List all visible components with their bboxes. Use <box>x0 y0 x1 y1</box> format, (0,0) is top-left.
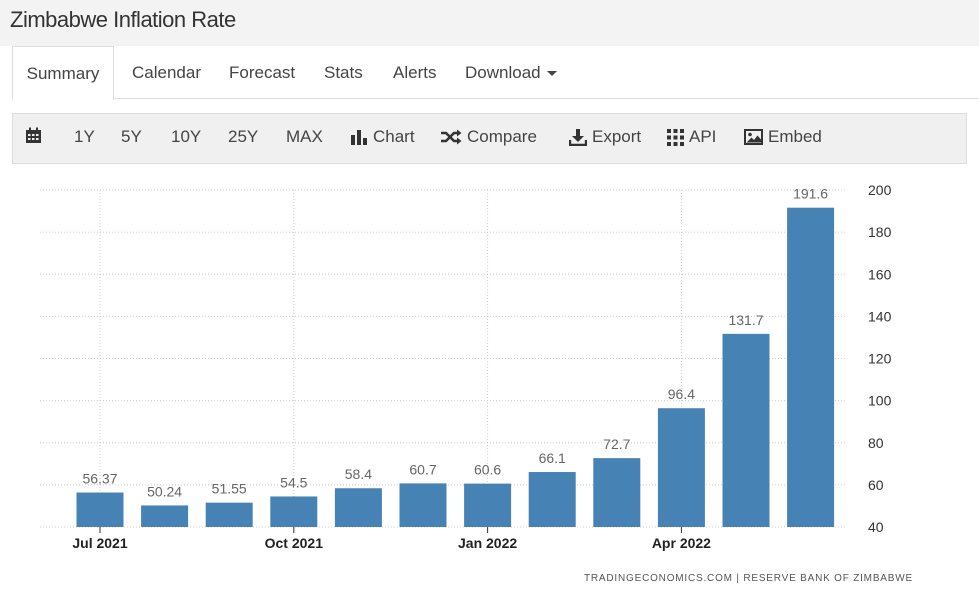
tab-stats[interactable]: Stats <box>324 63 363 82</box>
api-button[interactable]: API <box>667 127 716 147</box>
bar <box>722 333 770 527</box>
data-label: 56.37 <box>82 471 117 487</box>
compare-button[interactable]: Compare <box>440 127 537 147</box>
x-tick-label: Jul 2021 <box>72 535 127 551</box>
export-button-label: Export <box>592 127 642 146</box>
bar <box>528 472 576 527</box>
tab-forecast[interactable]: Forecast <box>229 63 296 82</box>
source-credit: TRADINGECONOMICS.COM | RESERVE BANK OF Z… <box>584 573 913 584</box>
tab-calendar[interactable]: Calendar <box>132 63 201 82</box>
y-tick-label: 60 <box>868 477 884 493</box>
tab-summary[interactable]: Summary <box>12 46 114 100</box>
data-label: 96.4 <box>668 386 695 402</box>
chevron-down-icon <box>546 71 557 77</box>
bar-chart: 40 60 80 100 120 140 160 180 200 56.37 50.24 51.55 5… <box>40 182 892 551</box>
range-1y-button[interactable]: 1Y <box>74 127 95 146</box>
range-5y-button[interactable]: 5Y <box>121 127 142 146</box>
bar <box>76 492 124 527</box>
embed-button-label: Embed <box>768 127 822 146</box>
download-icon <box>569 129 587 146</box>
data-label: 72.7 <box>603 436 630 452</box>
compare-button-label: Compare <box>467 127 537 146</box>
bar <box>141 505 189 527</box>
range-10y-button[interactable]: 10Y <box>171 127 202 146</box>
image-icon <box>744 129 763 145</box>
bar <box>464 483 512 527</box>
data-label: 58.4 <box>345 466 372 482</box>
y-tick-label: 180 <box>868 224 892 240</box>
bar <box>593 458 641 527</box>
embed-button[interactable]: Embed <box>744 127 822 147</box>
y-tick-label: 200 <box>868 182 892 198</box>
bar <box>787 207 835 527</box>
data-label: 54.5 <box>280 474 307 490</box>
chart-button[interactable]: Chart <box>350 127 415 147</box>
tab-download-label: Download <box>465 63 541 82</box>
x-tick-label: Oct 2021 <box>265 535 324 551</box>
data-label: 191.6 <box>793 186 828 202</box>
calendar-button[interactable] <box>25 127 47 144</box>
data-label: 131.7 <box>728 312 763 328</box>
data-label: 51.55 <box>212 481 247 497</box>
x-tick-label: Jan 2022 <box>458 535 517 551</box>
shuffle-icon <box>441 129 462 145</box>
tab-alerts[interactable]: Alerts <box>393 63 437 82</box>
tab-bar <box>0 46 979 100</box>
tab-bar-divider <box>114 98 979 99</box>
page-title: Zimbabwe Inflation Rate <box>10 7 236 32</box>
y-tick-label: 80 <box>868 435 884 451</box>
grid-icon <box>667 128 684 146</box>
calendar-icon <box>26 127 41 143</box>
range-max-button[interactable]: MAX <box>286 127 323 146</box>
data-label: 66.1 <box>539 450 566 466</box>
y-tick-label: 140 <box>868 308 892 324</box>
tab-download[interactable]: Download <box>465 63 557 83</box>
export-button[interactable]: Export <box>569 127 641 147</box>
data-label: 50.24 <box>147 483 182 499</box>
y-tick-label: 120 <box>868 351 892 367</box>
data-label: 60.6 <box>474 462 501 478</box>
range-25y-button[interactable]: 25Y <box>228 127 259 146</box>
bar <box>334 488 382 527</box>
chart-area: 40 60 80 100 120 140 160 180 200 56.37 50.24 51.55 5… <box>0 164 979 600</box>
bar <box>205 502 253 527</box>
toolbar <box>12 113 967 164</box>
bar <box>399 483 447 527</box>
chart-button-label: Chart <box>373 127 415 146</box>
bar <box>270 496 318 527</box>
bar-chart-icon <box>351 130 367 145</box>
y-tick-label: 40 <box>868 519 884 535</box>
data-label: 60.7 <box>409 461 436 477</box>
bar <box>657 408 705 527</box>
y-tick-label: 100 <box>868 393 892 409</box>
x-tick-label: Apr 2022 <box>652 535 711 551</box>
api-button-label: API <box>689 127 717 146</box>
y-tick-label: 160 <box>868 266 892 282</box>
header-band <box>0 0 979 46</box>
